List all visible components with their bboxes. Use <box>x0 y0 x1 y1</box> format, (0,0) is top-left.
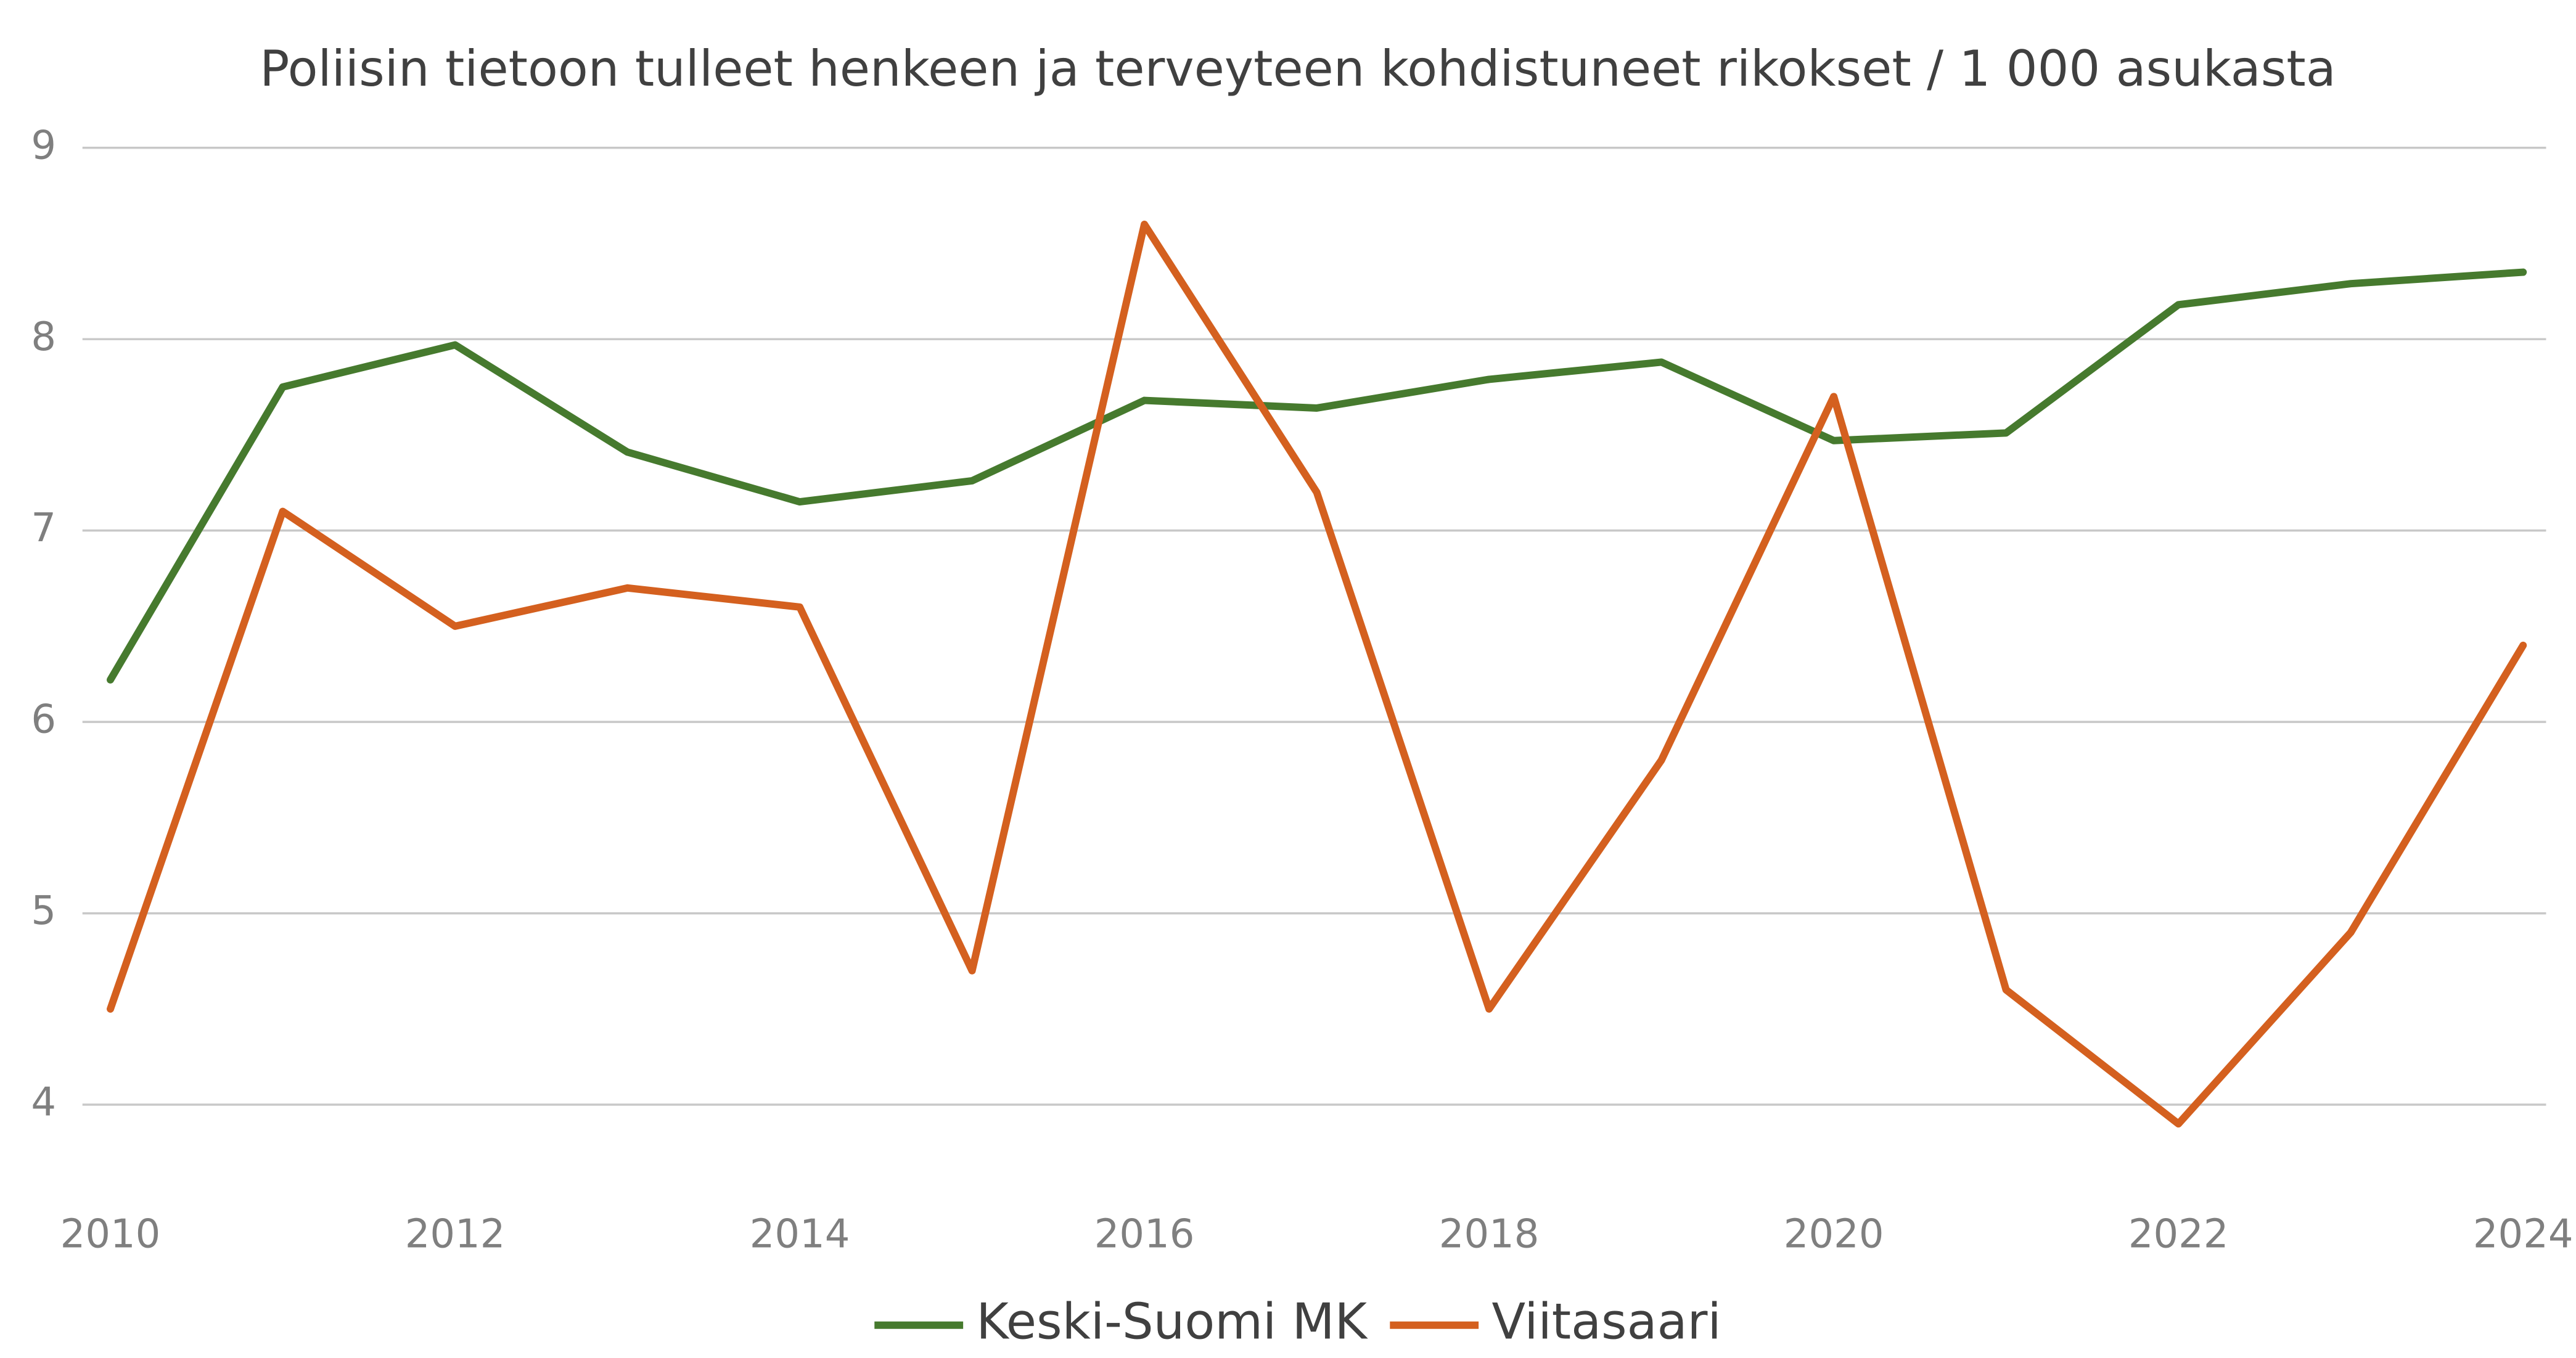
y-tick-label: 5 <box>31 888 56 934</box>
y-tick-label: 7 <box>31 505 56 551</box>
y-tick-label: 9 <box>31 123 56 168</box>
x-tick-label: 2024 <box>2473 1211 2574 1257</box>
legend-label: Viitasaari <box>1491 1293 1721 1351</box>
legend-label: Keski-Suomi MK <box>976 1293 1368 1351</box>
x-tick-label: 2010 <box>60 1211 161 1257</box>
chart-title: Poliisin tietoon tulleet henkeen ja terv… <box>260 40 2336 97</box>
x-tick-label: 2018 <box>1439 1211 1540 1257</box>
x-tick-label: 2012 <box>405 1211 506 1257</box>
y-tick-label: 8 <box>31 314 56 360</box>
series-line <box>107 220 2527 1128</box>
x-tick-label: 2022 <box>2128 1211 2229 1257</box>
x-tick-label: 2020 <box>1784 1211 1884 1257</box>
y-tick-label: 6 <box>31 697 56 743</box>
x-tick-label: 2016 <box>1094 1211 1195 1257</box>
series-line <box>107 268 2527 684</box>
x-tick-label: 2014 <box>750 1211 850 1257</box>
y-tick-label: 4 <box>31 1080 56 1126</box>
